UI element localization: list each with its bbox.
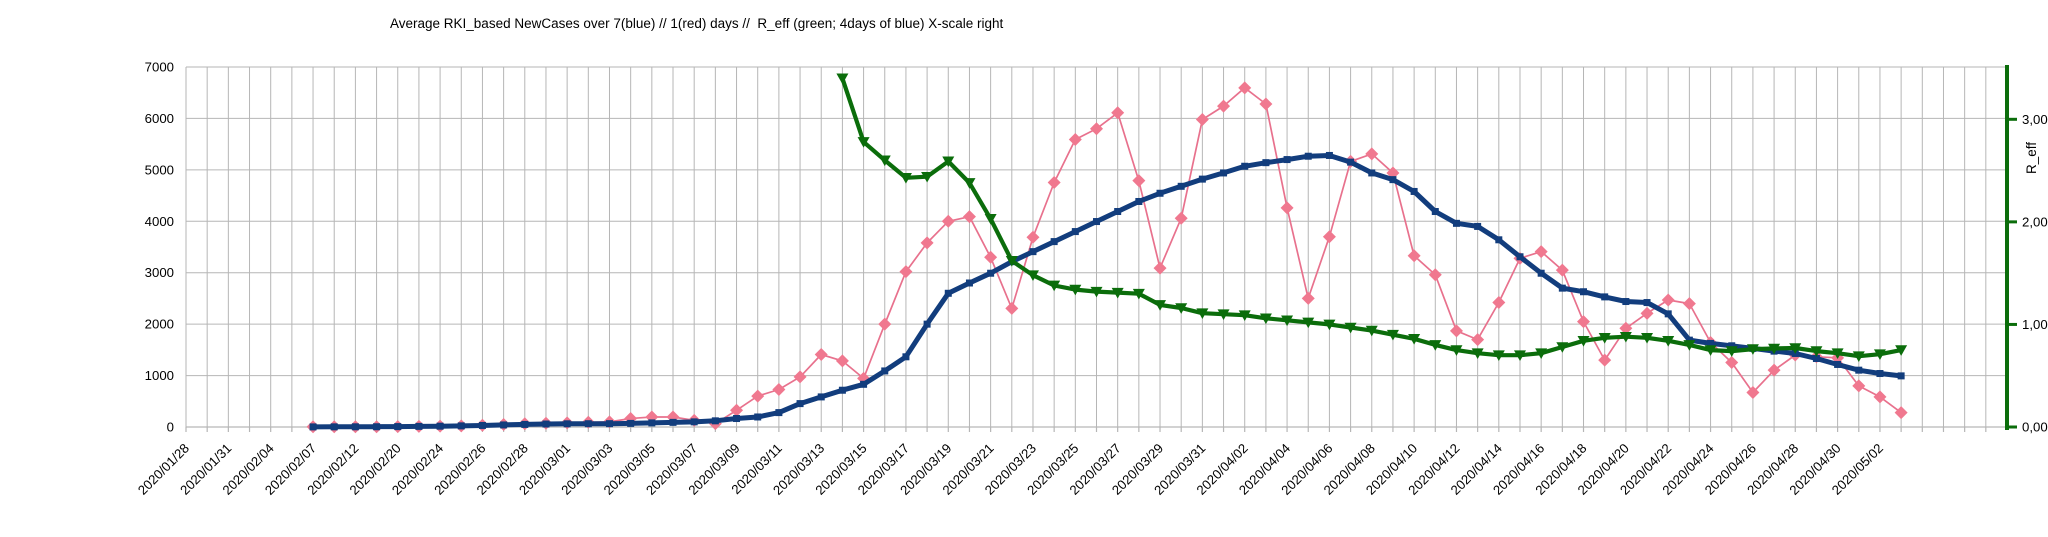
left-tick-label: 1000 bbox=[145, 368, 174, 383]
series-newcases-7day bbox=[309, 151, 1905, 431]
right-tick-label: 0,00 bbox=[2022, 420, 2048, 435]
left-tick-label: 6000 bbox=[145, 111, 174, 126]
chart-title: Average RKI_based NewCases over 7(blue) … bbox=[390, 16, 1004, 31]
left-tick-label: 4000 bbox=[145, 214, 174, 229]
left-tick-label: 0 bbox=[167, 420, 174, 435]
left-tick-label: 2000 bbox=[145, 317, 174, 332]
x-axis-labels: 2020/01/282020/01/312020/02/042020/02/07… bbox=[135, 441, 1886, 498]
right-axis: 0,00 1,00 2,00 3,00 R_eff bbox=[2005, 65, 2048, 435]
left-tick-label: 5000 bbox=[145, 162, 174, 177]
series-newcases-1day bbox=[306, 81, 1908, 434]
right-tick-label: 2,00 bbox=[2022, 214, 2048, 229]
series-reff bbox=[836, 73, 1908, 363]
left-tick-label: 7000 bbox=[145, 60, 174, 75]
series-newcases-7day-line bbox=[310, 153, 1904, 430]
right-tick-label: 3,00 bbox=[2022, 112, 2048, 127]
left-tick-label: 3000 bbox=[145, 265, 174, 280]
right-axis-title: R_eff bbox=[2024, 142, 2039, 174]
right-tick-label: 1,00 bbox=[2022, 317, 2048, 332]
gridlines bbox=[185, 66, 2007, 428]
left-axis-labels: 0 1000 2000 3000 4000 5000 6000 7000 bbox=[145, 60, 174, 435]
